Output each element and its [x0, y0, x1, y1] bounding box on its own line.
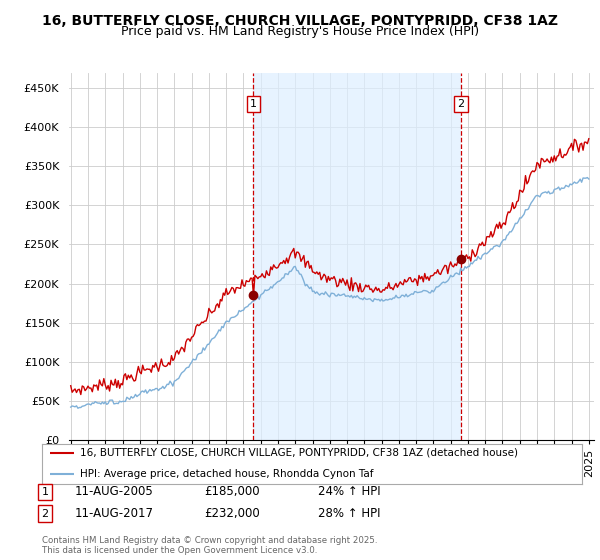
- Text: 2: 2: [41, 508, 49, 519]
- Text: Contains HM Land Registry data © Crown copyright and database right 2025.
This d: Contains HM Land Registry data © Crown c…: [42, 536, 377, 556]
- Text: £185,000: £185,000: [204, 485, 260, 498]
- Bar: [253, 73, 461, 440]
- Text: 16, BUTTERFLY CLOSE, CHURCH VILLAGE, PONTYPRIDD, CF38 1AZ (detached house): 16, BUTTERFLY CLOSE, CHURCH VILLAGE, PON…: [80, 448, 518, 458]
- Text: 16, BUTTERFLY CLOSE, CHURCH VILLAGE, PONTYPRIDD, CF38 1AZ: 16, BUTTERFLY CLOSE, CHURCH VILLAGE, PON…: [42, 14, 558, 28]
- Text: 2: 2: [457, 99, 464, 109]
- Text: 28% ↑ HPI: 28% ↑ HPI: [318, 507, 380, 520]
- Text: Price paid vs. HM Land Registry's House Price Index (HPI): Price paid vs. HM Land Registry's House …: [121, 25, 479, 38]
- Text: £232,000: £232,000: [204, 507, 260, 520]
- Text: 1: 1: [250, 99, 257, 109]
- Text: 1: 1: [41, 487, 49, 497]
- Text: 11-AUG-2005: 11-AUG-2005: [75, 485, 154, 498]
- Text: 11-AUG-2017: 11-AUG-2017: [75, 507, 154, 520]
- Text: 24% ↑ HPI: 24% ↑ HPI: [318, 485, 380, 498]
- Text: HPI: Average price, detached house, Rhondda Cynon Taf: HPI: Average price, detached house, Rhon…: [80, 469, 373, 479]
